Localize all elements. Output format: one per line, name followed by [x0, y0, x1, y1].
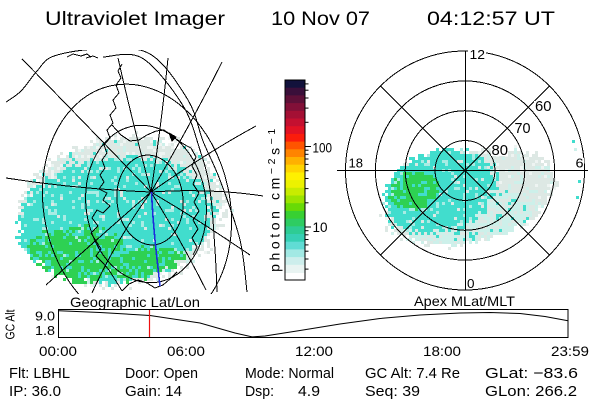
svg-text:GLon: 266.2: GLon: 266.2 [485, 383, 577, 400]
svg-text:1.8: 1.8 [35, 323, 55, 338]
svg-text:18: 18 [349, 157, 364, 171]
svg-text:9.0: 9.0 [35, 309, 55, 324]
svg-text:Door: Open: Door: Open [125, 365, 198, 382]
svg-text:12: 12 [470, 48, 486, 62]
svg-text:Geographic Lat/Lon: Geographic Lat/Lon [70, 294, 200, 310]
svg-text:6: 6 [576, 157, 584, 171]
svg-text:GC Alt: 7.4 Re: GC Alt: 7.4 Re [365, 365, 460, 382]
svg-text:12:00: 12:00 [295, 343, 333, 359]
svg-text:06:00: 06:00 [167, 343, 205, 359]
svg-text:00:00: 00:00 [39, 343, 77, 359]
svg-text:18:00: 18:00 [423, 343, 461, 359]
svg-text:IP: 36.0: IP: 36.0 [9, 383, 61, 400]
svg-text:GLat: −83.6: GLat: −83.6 [485, 365, 578, 382]
svg-text:Ultraviolet Imager: Ultraviolet Imager [45, 9, 226, 30]
svg-text:10 Nov 07: 10 Nov 07 [271, 9, 370, 30]
svg-text:Seq: 39: Seq: 39 [365, 383, 420, 400]
svg-text:4.9: 4.9 [298, 383, 320, 400]
svg-text:70: 70 [515, 120, 531, 137]
svg-text:60: 60 [535, 98, 552, 115]
svg-text:photon cm−2s−1: photon cm−2s−1 [266, 125, 283, 272]
svg-text:Apex MLat/MLT: Apex MLat/MLT [414, 293, 515, 309]
svg-text:0: 0 [467, 277, 475, 291]
svg-text:04:12:57 UT: 04:12:57 UT [427, 9, 555, 30]
svg-text:GC Alt: GC Alt [3, 309, 18, 339]
svg-text:23:59: 23:59 [551, 343, 589, 359]
svg-text:80: 80 [492, 142, 509, 159]
svg-text:Dsp:: Dsp: [245, 383, 274, 400]
svg-text:Gain: 14: Gain: 14 [125, 383, 182, 400]
svg-text:100: 100 [313, 140, 333, 156]
svg-text:Mode: Normal: Mode: Normal [245, 365, 334, 382]
svg-text:10: 10 [313, 219, 328, 235]
svg-text:Flt: LBHL: Flt: LBHL [9, 365, 70, 382]
